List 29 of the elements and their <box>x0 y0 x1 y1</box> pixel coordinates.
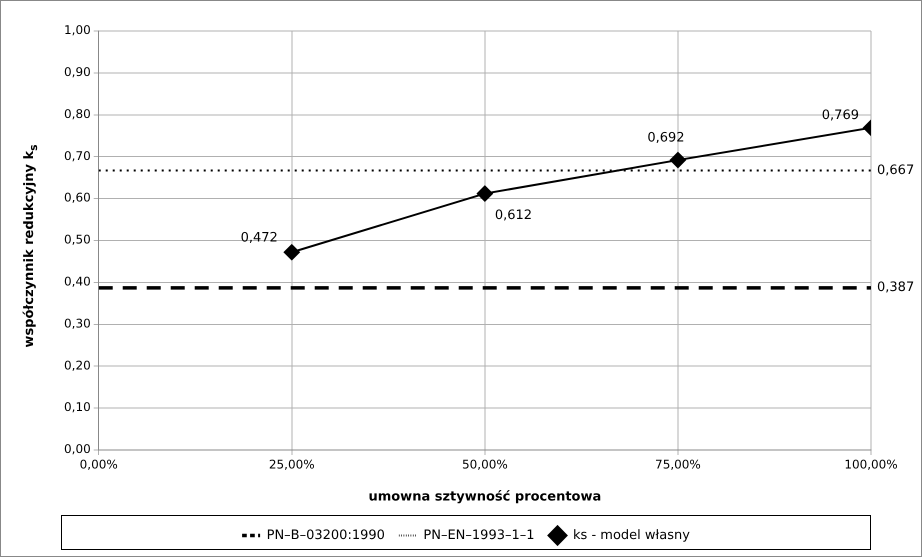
y-tick-label: 0,90 <box>64 65 91 80</box>
point <box>670 152 686 168</box>
y-tick-label: 0,40 <box>64 274 91 289</box>
x-tick-label: 0,00% <box>80 457 118 472</box>
x-tick-label: 75,00% <box>655 457 701 472</box>
y-tick-label: 0,30 <box>64 316 91 330</box>
y-tick-label: 0,20 <box>64 358 91 372</box>
legend-label: PN–B–03200:1990 <box>266 528 385 543</box>
y-tick-label: 0,80 <box>64 106 91 121</box>
y-tick-label: 0,10 <box>64 400 91 414</box>
data-label: 0,472 <box>240 230 278 246</box>
y-tick-label: 1,00 <box>64 23 91 38</box>
y-tick-label: 0,60 <box>64 190 91 205</box>
point <box>476 186 493 202</box>
y-tick-label: 0,50 <box>64 232 91 247</box>
data-label: 0,612 <box>494 208 532 223</box>
data-label: 0,769 <box>822 108 859 124</box>
data-label: 0,692 <box>647 130 685 146</box>
x-axis-title: umowna sztywność procentowa <box>368 490 602 505</box>
y-tick-label: 0,00 <box>64 442 91 456</box>
legend-label: ks - model własny <box>573 528 690 543</box>
point <box>284 244 300 260</box>
data-label: 0,387 <box>877 280 914 296</box>
x-tick-label: 100,00% <box>844 457 898 472</box>
x-tick-label: 25,00% <box>268 457 315 472</box>
x-tick-label: 50,00% <box>462 457 508 472</box>
legend-label: PN–EN–1993–1–1 <box>423 528 535 543</box>
data-label: 0,667 <box>877 162 914 178</box>
y-tick-label: 0,70 <box>64 148 91 163</box>
